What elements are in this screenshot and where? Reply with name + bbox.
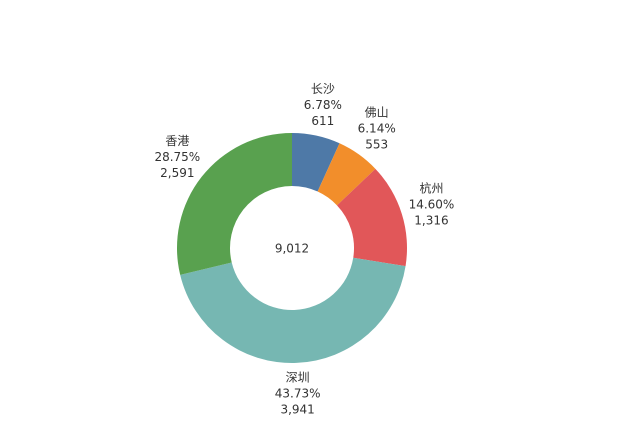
percent-label: 43.73% xyxy=(275,386,321,400)
value-label: 1,316 xyxy=(414,213,448,227)
percent-label: 28.75% xyxy=(154,150,200,164)
slice-label: 杭州 xyxy=(419,180,443,195)
donut-slice xyxy=(292,133,340,192)
slice-label: 佛山 xyxy=(365,106,389,120)
value-label: 611 xyxy=(311,114,334,128)
slice-label: 深圳 xyxy=(286,370,310,384)
donut-slice xyxy=(180,257,406,363)
donut-slice xyxy=(177,133,292,275)
value-label: 3,941 xyxy=(280,402,314,416)
donut-slice xyxy=(317,143,376,206)
percent-label: 14.60% xyxy=(409,197,455,211)
percent-label: 6.14% xyxy=(358,122,396,136)
donut-slice xyxy=(336,168,407,267)
slice-label: 香港 xyxy=(165,134,189,148)
value-label: 2,591 xyxy=(160,166,194,180)
value-label: 553 xyxy=(365,138,388,152)
center-total: 9,012 xyxy=(275,242,309,256)
percent-label: 6.78% xyxy=(304,98,342,112)
slice-label: 长沙 xyxy=(311,82,335,96)
